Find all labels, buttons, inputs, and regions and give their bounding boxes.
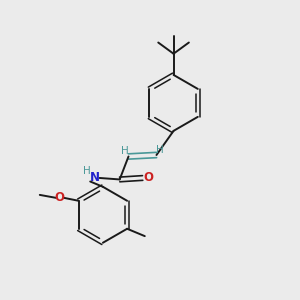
Text: H: H: [121, 146, 129, 156]
Text: H: H: [83, 166, 91, 176]
Text: N: N: [90, 172, 100, 184]
Text: O: O: [143, 172, 153, 184]
Text: O: O: [55, 191, 64, 204]
Text: H: H: [156, 145, 164, 155]
